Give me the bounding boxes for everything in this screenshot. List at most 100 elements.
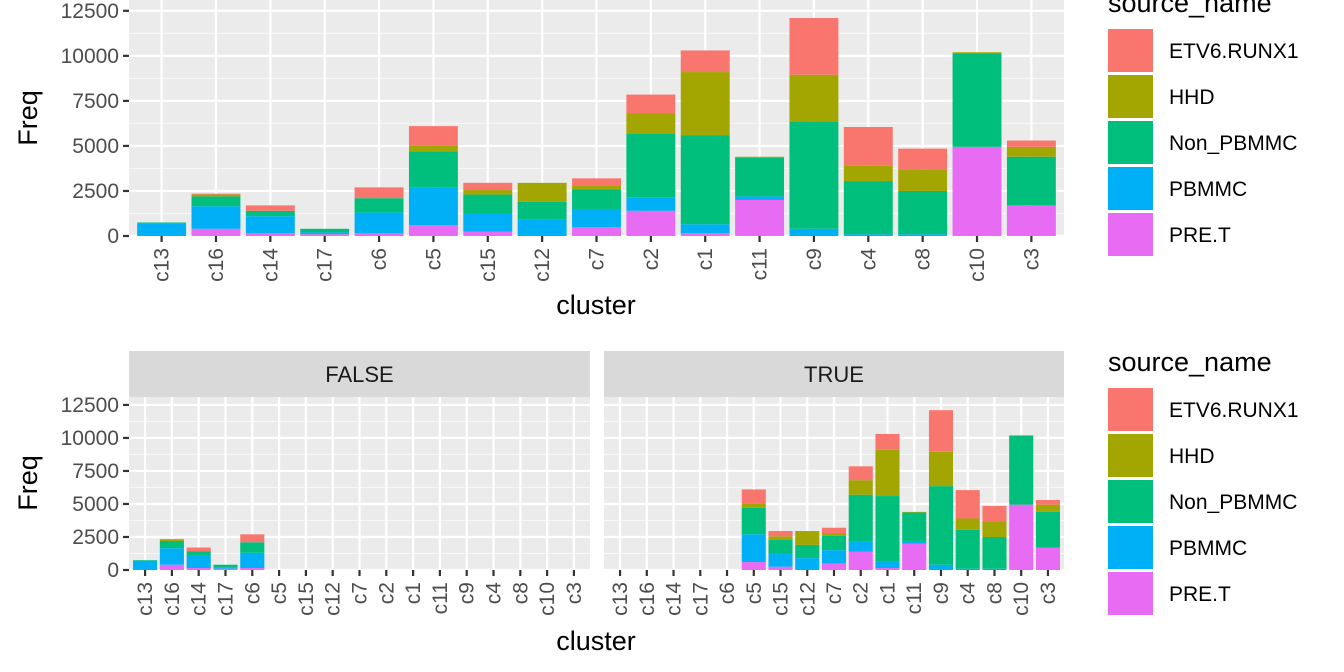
x-tick-label: c5 (268, 582, 291, 604)
bar-segment-c14-non-pbmmc (186, 551, 211, 556)
bar-segment-c1-etv6-runx1 (680, 50, 730, 73)
x-tick-label: c10 (536, 582, 559, 616)
bar-segment-c5-non-pbmmc (741, 507, 766, 535)
top-legend: source_name ETV6.RUNX1 HHD Non_PBMMC PBMMC PR… (1108, 0, 1299, 256)
bar-segment-c1-hhd (680, 72, 730, 136)
bar-segment-c14-pre-t (245, 233, 295, 236)
bar-segment-c3-non-pbmmc (1035, 511, 1060, 548)
x-tick-label: c8 (912, 248, 935, 270)
bar-segment-c3-pre-t (1006, 205, 1056, 236)
bar-segment-c15-pbmmc (768, 553, 793, 567)
bar-segment-c7-non-pbmmc (572, 189, 621, 209)
bar-segment-c15-etv6-runx1 (463, 182, 513, 191)
x-tick-label: c13 (609, 582, 632, 616)
x-tick-label: c11 (749, 248, 772, 280)
top-y-axis: 0 2500 5000 7500 10000 12500 (61, 0, 129, 248)
y-tick-label: 0 (107, 559, 119, 582)
bar-segment-c2-etv6-runx1 (848, 466, 873, 481)
bar-segment-c6-non-pbmmc (354, 198, 404, 213)
x-tick-label: c15 (477, 248, 500, 282)
x-tick-label: c1 (694, 248, 717, 270)
legend-key-pre-t (1108, 213, 1153, 256)
bar-segment-c11-pbmmc (735, 196, 785, 200)
legend-label: PBMMC (1169, 537, 1247, 560)
bar-segment-c10-hhd (952, 52, 1002, 54)
y-tick-label: 12500 (61, 394, 119, 417)
bar-segment-c14-non-pbmmc (245, 210, 295, 217)
bar-segment-c1-hhd (875, 449, 900, 497)
bar-segment-c3-pre-t (1035, 547, 1060, 570)
bar-segment-c13-pbmmc (137, 223, 187, 236)
bar-segment-c12-pbmmc (795, 558, 820, 570)
bar-segment-c15-etv6-runx1 (768, 531, 793, 537)
bar-segment-c9-non-pbmmc (928, 486, 954, 565)
y-tick-label: 2500 (72, 180, 119, 203)
x-tick-label: c16 (161, 582, 184, 616)
bar-segment-c16-pbmmc (191, 206, 241, 229)
bar-segment-c2-hhd (626, 113, 676, 134)
bar-segment-c2-etv6-runx1 (626, 94, 676, 114)
bar-segment-c5-hhd (741, 503, 766, 508)
bar-segment-c10-non-pbmmc (952, 53, 1002, 147)
bar-segment-c7-etv6-runx1 (821, 527, 847, 534)
bar-segment-c7-pre-t (572, 226, 621, 236)
y-tick-label: 5000 (72, 135, 119, 158)
bar-segment-c11-hhd (902, 511, 927, 513)
facet-strip-label: TRUE (804, 362, 864, 387)
x-tick-label: c17 (314, 248, 337, 282)
bar-segment-c17-pbmmc (300, 232, 350, 235)
bar-segment-c7-pbmmc (572, 208, 621, 227)
y-tick-label: 0 (107, 225, 119, 248)
x-tick-label: c6 (241, 582, 264, 604)
bar-segment-c2-pre-t (626, 210, 676, 236)
x-tick-label: c12 (322, 582, 345, 616)
x-tick-label: c5 (743, 582, 766, 604)
x-tick-label: c7 (823, 582, 846, 604)
bar-segment-c10-hhd (1009, 435, 1034, 436)
bar-segment-c14-pbmmc (186, 555, 211, 569)
bar-segment-c16-non-pbmmc (159, 540, 184, 549)
bar-segment-c9-hhd (928, 451, 954, 487)
bar-segment-c12-hhd (517, 182, 567, 202)
legend-key-non-pbmmc (1108, 121, 1153, 164)
x-tick-label: c3 (1037, 582, 1060, 604)
bar-segment-c1-pbmmc (680, 224, 730, 234)
bar-segment-c4-non-pbmmc (955, 529, 980, 569)
bar-segment-c13-non-pbmmc (133, 560, 158, 561)
bar-segment-c12-non-pbmmc (517, 201, 567, 220)
bar-segment-c16-pbmmc (159, 548, 184, 565)
bar-segment-c11-hhd (735, 156, 785, 158)
x-tick-label: c17 (214, 582, 237, 616)
x-tick-label: c14 (259, 248, 282, 282)
x-tick-label: c4 (857, 248, 880, 271)
x-tick-label: c11 (903, 582, 926, 614)
facet-legend: source_name ETV6.RUNX1 HHD Non_PBMMC PBMMC PR… (1108, 347, 1299, 615)
bar-segment-c16-pre-t (159, 564, 184, 570)
bar-segment-c8-non-pbmmc (898, 190, 948, 235)
x-tick-label: c14 (188, 582, 211, 616)
bar-segment-c1-non-pbmmc (875, 496, 900, 562)
bar-segment-c2-non-pbmmc (626, 133, 676, 198)
y-tick-label: 2500 (72, 526, 119, 549)
bar-segment-c15-hhd (768, 536, 793, 540)
bar-segment-c9-etv6-runx1 (928, 410, 954, 452)
bar-segment-c15-non-pbmmc (768, 539, 793, 554)
bar-segment-c8-etv6-runx1 (982, 505, 1007, 522)
x-tick-label: c5 (422, 248, 445, 270)
bar-segment-c6-etv6-runx1 (354, 187, 404, 199)
bar-segment-c11-pre-t (735, 199, 785, 236)
facet-panel-false: c13 c16 c14 c17 c6 c5 c15 c12 c7 c2 c1 c11 c9 c4 c8 c10… (129, 397, 590, 616)
bar-segment-c1-pbmmc (875, 561, 900, 569)
bar-segment-c4-hhd (955, 518, 980, 530)
bar-segment-c4-non-pbmmc (843, 181, 893, 235)
bar-segment-c9-etv6-runx1 (789, 18, 839, 75)
bar-segment-c1-non-pbmmc (680, 135, 730, 225)
bar-segment-c6-non-pbmmc (240, 542, 265, 553)
bar-segment-c14-etv6-runx1 (245, 205, 295, 211)
facet-strip-label: FALSE (325, 362, 393, 387)
bar-segment-c6-pre-t (240, 568, 265, 570)
y-tick-label: 10000 (61, 45, 119, 68)
bar-segment-c5-etv6-runx1 (741, 489, 766, 504)
bar-segment-c3-etv6-runx1 (1006, 140, 1056, 147)
facet-y-axis: 0 2500 5000 7500 10000 12500 (61, 394, 129, 582)
